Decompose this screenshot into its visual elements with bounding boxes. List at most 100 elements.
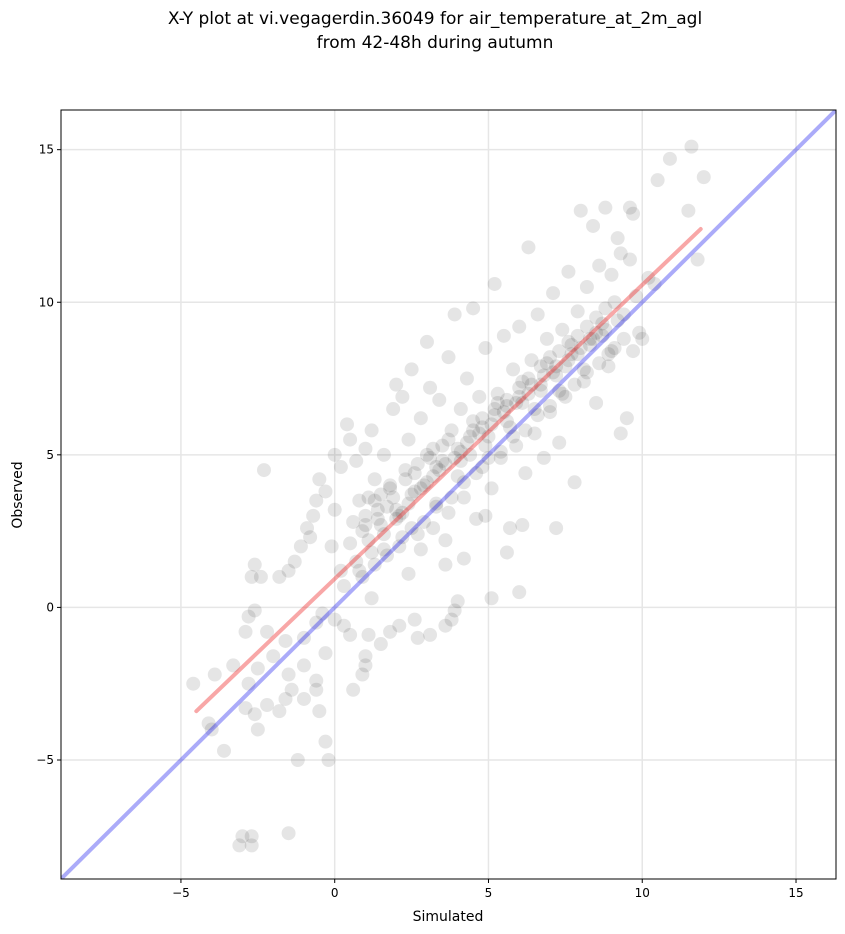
data-point bbox=[567, 475, 582, 490]
data-point bbox=[450, 441, 465, 456]
data-point bbox=[561, 353, 576, 368]
data-point bbox=[598, 322, 613, 337]
data-point bbox=[561, 264, 576, 279]
data-point bbox=[610, 231, 625, 246]
data-point bbox=[247, 707, 262, 722]
data-point bbox=[542, 350, 557, 365]
data-point bbox=[542, 405, 557, 420]
data-point bbox=[512, 380, 527, 395]
data-point bbox=[610, 313, 625, 328]
data-point bbox=[595, 316, 610, 331]
data-point bbox=[539, 331, 554, 346]
data-point bbox=[355, 569, 370, 584]
data-point bbox=[582, 337, 597, 352]
data-point bbox=[389, 377, 404, 392]
data-point bbox=[447, 307, 462, 322]
data-point bbox=[536, 368, 551, 383]
data-point bbox=[527, 402, 542, 417]
data-point bbox=[256, 463, 271, 478]
data-point bbox=[287, 554, 302, 569]
data-point bbox=[364, 545, 379, 560]
data-point bbox=[312, 704, 327, 719]
data-point bbox=[564, 347, 579, 362]
data-point bbox=[327, 612, 342, 627]
data-point bbox=[444, 423, 459, 438]
data-point bbox=[536, 450, 551, 465]
y-tick-label: 0 bbox=[46, 600, 54, 614]
data-point bbox=[216, 743, 231, 758]
data-point bbox=[684, 139, 699, 154]
data-point bbox=[278, 633, 293, 648]
data-point bbox=[429, 496, 444, 511]
data-point bbox=[518, 423, 533, 438]
data-point bbox=[662, 151, 677, 166]
data-point bbox=[247, 603, 262, 618]
data-point bbox=[349, 453, 364, 468]
data-point bbox=[404, 521, 419, 536]
data-point bbox=[407, 612, 422, 627]
data-point bbox=[426, 469, 441, 484]
data-point bbox=[472, 389, 487, 404]
data-point bbox=[509, 438, 524, 453]
data-point bbox=[542, 399, 557, 414]
data-point bbox=[570, 304, 585, 319]
scatter-points bbox=[186, 139, 711, 853]
data-point bbox=[306, 508, 321, 523]
x-tick-label: 5 bbox=[485, 886, 493, 900]
data-point bbox=[410, 456, 425, 471]
data-point bbox=[343, 627, 358, 642]
data-point bbox=[355, 667, 370, 682]
data-point bbox=[398, 463, 413, 478]
data-point bbox=[456, 551, 471, 566]
data-point bbox=[376, 527, 391, 542]
data-point bbox=[589, 325, 604, 340]
data-point bbox=[364, 423, 379, 438]
data-point bbox=[429, 460, 444, 475]
data-point bbox=[579, 319, 594, 334]
data-point bbox=[383, 624, 398, 639]
data-point bbox=[484, 591, 499, 606]
data-point bbox=[552, 344, 567, 359]
data-point bbox=[573, 341, 588, 356]
data-point bbox=[419, 475, 434, 490]
data-point bbox=[327, 502, 342, 517]
data-point bbox=[429, 499, 444, 514]
data-point bbox=[336, 618, 351, 633]
data-point bbox=[453, 444, 468, 459]
data-point bbox=[413, 542, 428, 557]
data-point bbox=[549, 368, 564, 383]
data-point bbox=[244, 838, 259, 853]
data-point bbox=[490, 386, 505, 401]
data-point bbox=[552, 383, 567, 398]
y-tick-label: 10 bbox=[39, 295, 54, 309]
data-point bbox=[343, 432, 358, 447]
data-point bbox=[509, 395, 524, 410]
data-point bbox=[404, 362, 419, 377]
data-point bbox=[232, 838, 247, 853]
data-point bbox=[272, 704, 287, 719]
y-axis-label: Observed bbox=[10, 461, 26, 528]
data-point bbox=[361, 490, 376, 505]
data-point bbox=[589, 395, 604, 410]
data-point bbox=[475, 411, 490, 426]
data-point bbox=[318, 484, 333, 499]
data-point bbox=[472, 426, 487, 441]
data-point bbox=[459, 371, 474, 386]
data-point bbox=[533, 359, 548, 374]
x-tick-label: 0 bbox=[331, 886, 339, 900]
data-point bbox=[555, 386, 570, 401]
data-point bbox=[361, 533, 376, 548]
data-point bbox=[586, 331, 601, 346]
data-point bbox=[238, 701, 253, 716]
data-point bbox=[453, 402, 468, 417]
data-point bbox=[576, 362, 591, 377]
data-point bbox=[499, 399, 514, 414]
data-point bbox=[392, 508, 407, 523]
data-point bbox=[573, 203, 588, 218]
data-point bbox=[423, 450, 438, 465]
data-point bbox=[622, 200, 637, 215]
data-point bbox=[358, 441, 373, 456]
data-point bbox=[469, 466, 484, 481]
data-point bbox=[238, 624, 253, 639]
data-point bbox=[613, 426, 628, 441]
